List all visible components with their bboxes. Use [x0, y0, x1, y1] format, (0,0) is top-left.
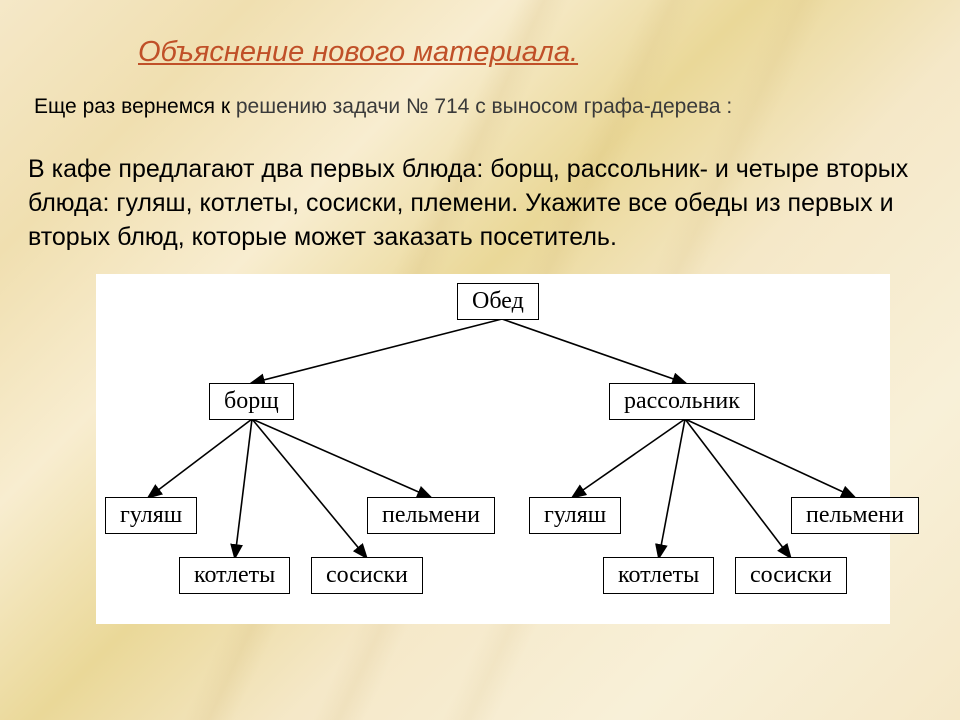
tree-edge [252, 319, 502, 383]
tree-node-b3: сосиски [311, 557, 423, 594]
heading-title-dot: . [570, 36, 578, 68]
tree-diagram: Обед борщ рассольник гуляш пельмени котлеты со… [96, 274, 890, 624]
tree-edge [659, 419, 685, 557]
tree-node-r1: гуляш [529, 497, 621, 534]
tree-node-root: Обед [457, 283, 539, 320]
tree-edge [685, 419, 790, 557]
tree-node-r3: сосиски [735, 557, 847, 594]
tree-edge [252, 419, 366, 557]
tree-node-b2: котлеты [179, 557, 290, 594]
heading-title-text: Объяснение нового материала [138, 36, 570, 68]
heading-title: Объяснение нового материала. [138, 36, 932, 69]
problem-text: В кафе предлагают два первых блюда: борщ… [28, 153, 932, 254]
subtitle-rest: решению задачи № 714 с выносом графа-дер… [236, 95, 732, 118]
tree-edge [252, 419, 430, 497]
slide-content: Объяснение нового материала. Еще раз вер… [0, 0, 960, 624]
tree-node-b: борщ [209, 383, 294, 420]
tree-edge [685, 419, 854, 497]
tree-node-r: рассольник [609, 383, 755, 420]
subtitle-prefix: Еще раз вернемся к [34, 95, 236, 118]
tree-edge [149, 419, 252, 497]
tree-node-b4: пельмени [367, 497, 495, 534]
tree-node-r4: пельмени [791, 497, 919, 534]
tree-edge [235, 419, 252, 557]
tree-node-b1: гуляш [105, 497, 197, 534]
tree-edge [573, 419, 685, 497]
tree-node-r2: котлеты [603, 557, 714, 594]
tree-edge [502, 319, 685, 383]
subtitle: Еще раз вернемся к решению задачи № 714 … [34, 95, 932, 119]
